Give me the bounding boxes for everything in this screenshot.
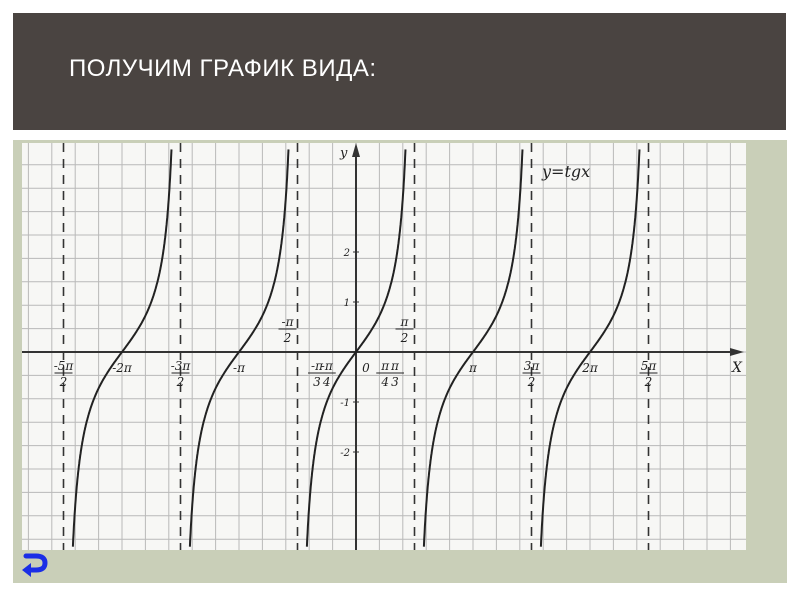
x-tick-numerator: 5π	[641, 359, 658, 373]
x-tick-text: π	[468, 361, 478, 375]
x-tick-numerator: π	[400, 315, 410, 329]
tangent-branch	[539, 149, 641, 547]
y-axis-arrow	[352, 143, 360, 157]
x-tick-label: -π 2	[278, 315, 297, 345]
y-axis-label: y	[339, 146, 348, 161]
x-tick-label: -3π2	[171, 359, 192, 389]
x-tick-label: 3π2	[522, 359, 541, 389]
x-axis-arrow	[730, 348, 744, 356]
x-tick-numerator: -π	[311, 359, 324, 373]
function-legend: y=tgx	[541, 162, 590, 181]
graph-paper: -5π 2 -2π -3π 2 -π -π 2 -π 3 -π 4 0 π 4 π 3 π 2 π 3π 2 2π 5π 2 2 1…	[22, 143, 746, 550]
x-tick-label: π	[468, 361, 478, 375]
tangent-branch	[188, 149, 290, 547]
x-tick-label: 5π2	[639, 359, 658, 389]
x-tick-numerator: -π	[321, 359, 334, 373]
x-tick-label: -π	[233, 361, 246, 375]
x-tick-label: π3	[385, 359, 404, 389]
tangent-branch	[422, 149, 524, 547]
x-tick-denominator: 3	[313, 375, 321, 389]
x-tick-numerator: π	[380, 359, 390, 373]
x-tick-denominator: 2	[400, 331, 409, 345]
y-tick-label: 2	[343, 248, 350, 259]
tangent-branch	[71, 149, 173, 547]
x-tick-numerator: -3π	[171, 359, 192, 373]
x-tick-text: -π	[233, 361, 246, 375]
x-tick-label: -π 4	[317, 359, 336, 389]
slide-title: ПОЛУЧИМ ГРАФИК ВИДА:	[69, 55, 377, 82]
x-tick-numerator: π	[390, 359, 400, 373]
x-tick-label: -2π	[112, 361, 133, 375]
slide-header: ПОЛУЧИМ ГРАФИК ВИДА:	[13, 13, 786, 130]
x-tick-denominator: 2	[283, 331, 292, 345]
x-tick-denominator: 3	[391, 375, 399, 389]
y-tick-label: -1	[340, 398, 350, 409]
x-tick-numerator: -π	[282, 315, 295, 329]
x-tick-denominator: 2	[527, 375, 536, 389]
x-tick-label: π2	[395, 315, 414, 345]
y-tick-label: 1	[344, 298, 350, 309]
return-arrow-icon	[22, 553, 48, 577]
y-tick-label: -2	[340, 448, 350, 459]
tangent-branch	[305, 149, 407, 547]
x-axis-label: X	[731, 360, 743, 376]
x-tick-denominator: 2	[644, 375, 653, 389]
x-tick-text: 0	[362, 361, 370, 375]
x-tick-label: 2π	[581, 361, 599, 375]
x-tick-label: 0	[362, 361, 370, 375]
x-tick-denominator: 2	[176, 375, 185, 389]
x-tick-text: -2π	[112, 361, 133, 375]
x-tick-label: -5π2	[54, 359, 75, 389]
x-tick-denominator: 2	[59, 375, 68, 389]
x-tick-numerator: -5π	[54, 359, 75, 373]
back-button[interactable]	[20, 552, 50, 580]
x-tick-denominator: 4	[322, 375, 331, 389]
x-tick-numerator: 3π	[524, 359, 541, 373]
x-tick-text: 2π	[581, 361, 599, 375]
x-tick-denominator: 4	[380, 375, 389, 389]
